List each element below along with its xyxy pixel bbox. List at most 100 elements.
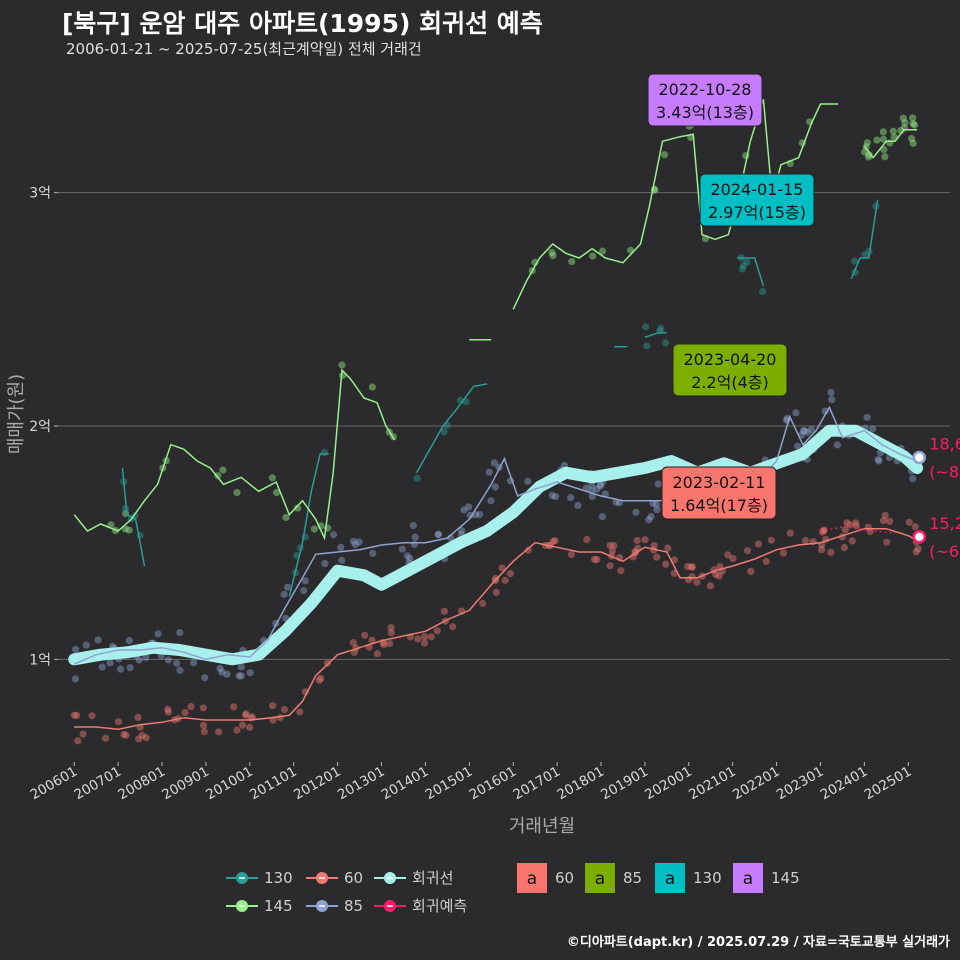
scatter-point-60: [246, 723, 254, 731]
scatter-point-60: [911, 523, 919, 531]
legend-box-swatch: [585, 863, 615, 893]
scatter-point-60: [102, 734, 110, 742]
scatter-point-60: [610, 542, 618, 550]
scatter-point-60: [433, 627, 441, 635]
scatter-point-85: [548, 491, 556, 500]
scatter-point-130: [643, 342, 651, 350]
scatter-point-60: [70, 711, 78, 719]
scatter-point-145: [121, 525, 129, 533]
scatter-point-85: [126, 664, 134, 672]
scatter-point-85: [593, 485, 601, 493]
scatter-point-130: [661, 339, 670, 347]
scatter-point-60: [164, 708, 172, 716]
scatter-point-60: [879, 517, 888, 525]
annotation-date: 2022-10-28: [659, 80, 752, 99]
scatter-point-145: [282, 513, 290, 522]
scatter-point-60: [608, 547, 616, 555]
scatter-point-145: [879, 128, 887, 136]
scatter-point-85: [875, 457, 883, 465]
x-tick-label: 201201: [291, 764, 344, 804]
scatter-point-60: [420, 633, 429, 641]
scatter-point-85: [406, 554, 414, 562]
scatter-point-60: [779, 549, 788, 557]
legend-item-회귀선: 회귀선: [374, 869, 453, 887]
scatter-point-130: [743, 258, 751, 266]
scatter-point-60: [449, 623, 457, 631]
scatter-point-145: [568, 258, 576, 266]
scatter-point-60: [583, 535, 591, 544]
scatter-point-60: [215, 728, 223, 736]
legend-box-130: a 130: [655, 863, 722, 893]
x-tick-label: 201301: [335, 764, 388, 804]
scatter-point-85: [410, 540, 419, 549]
legend-box-glyph: a: [527, 869, 537, 889]
x-tick-label: 201001: [203, 764, 256, 804]
scatter-point-145: [861, 148, 869, 156]
scatter-point-60: [187, 702, 195, 711]
annotation-box: [647, 73, 763, 127]
scatter-point-60: [629, 553, 637, 561]
scatter-point-60: [280, 705, 289, 714]
scatter-point-85: [218, 668, 226, 676]
scatter-point-145: [873, 136, 881, 144]
scatter-point-85: [237, 663, 245, 671]
scatter-point-60: [386, 639, 394, 648]
scatter-point-60: [706, 582, 715, 590]
scatter-point-85: [337, 543, 345, 552]
legend-box-85: a 85: [585, 863, 642, 893]
scatter-point-85: [652, 500, 660, 509]
endpoint-value-label: 15,250: [929, 514, 960, 533]
x-tick-label: 201601: [467, 764, 520, 804]
legend-label: 145: [264, 897, 293, 915]
scatter-point-60: [79, 730, 87, 738]
scatter-point-85: [434, 531, 442, 539]
scatter-point-60: [688, 573, 696, 581]
legend-item-145: 145: [226, 897, 293, 915]
scatter-point-85: [487, 497, 495, 505]
scatter-point-130: [850, 257, 859, 265]
scatter-point-85: [284, 583, 292, 591]
forecast-line: [820, 525, 896, 534]
scatter-point-145: [909, 139, 917, 147]
scatter-point-60: [238, 721, 247, 729]
scatter-point-60: [138, 731, 146, 740]
scatter-point-145: [901, 119, 909, 127]
scatter-point-60: [881, 511, 889, 519]
x-tick-label: 200601: [28, 764, 81, 804]
scatter-point-60: [650, 541, 658, 550]
series-line-130: [644, 331, 667, 339]
scatter-point-85: [189, 659, 198, 667]
annotation-date: 2023-04-20: [684, 350, 777, 369]
annotation-date: 2024-01-15: [711, 180, 804, 199]
annotation-box: [672, 343, 788, 397]
scatter-point-60: [134, 713, 142, 722]
x-tick-label: 202401: [818, 764, 871, 804]
y-tick-label: 1억: [29, 652, 51, 668]
scatter-point-60: [762, 557, 770, 565]
source-caption: ©디아파트(dapt.kr) / 2025.07.29 / 자료=국토교통부 실…: [566, 935, 950, 950]
scatter-point-60: [693, 578, 701, 586]
scatter-point-145: [862, 143, 870, 151]
annotation-price: 1.64억(17층): [670, 496, 768, 515]
endpoint-marker-60: [912, 530, 927, 544]
scatter-point-85: [246, 669, 254, 677]
scatter-point-85: [71, 645, 80, 653]
scatter-point-85: [237, 672, 245, 680]
scatter-point-60: [164, 705, 172, 713]
scatter-point-60: [852, 519, 860, 527]
scatter-point-145: [549, 252, 557, 260]
series-line-145: [73, 368, 396, 541]
scatter-point-145: [864, 153, 873, 161]
series-line-85: [73, 405, 918, 665]
scatter-point-85: [632, 508, 640, 516]
series-line-130: [121, 467, 146, 567]
scatter-point-60: [74, 737, 82, 745]
scatter-point-85: [869, 425, 877, 433]
legend-box-label: 85: [623, 869, 642, 887]
scatter-point-60: [233, 726, 241, 734]
scatter-point-85: [338, 556, 346, 564]
scatter-point-60: [617, 567, 625, 575]
legend-box-glyph: a: [743, 869, 753, 889]
scatter-point-85: [329, 531, 338, 539]
scatter-point-130: [443, 421, 451, 429]
